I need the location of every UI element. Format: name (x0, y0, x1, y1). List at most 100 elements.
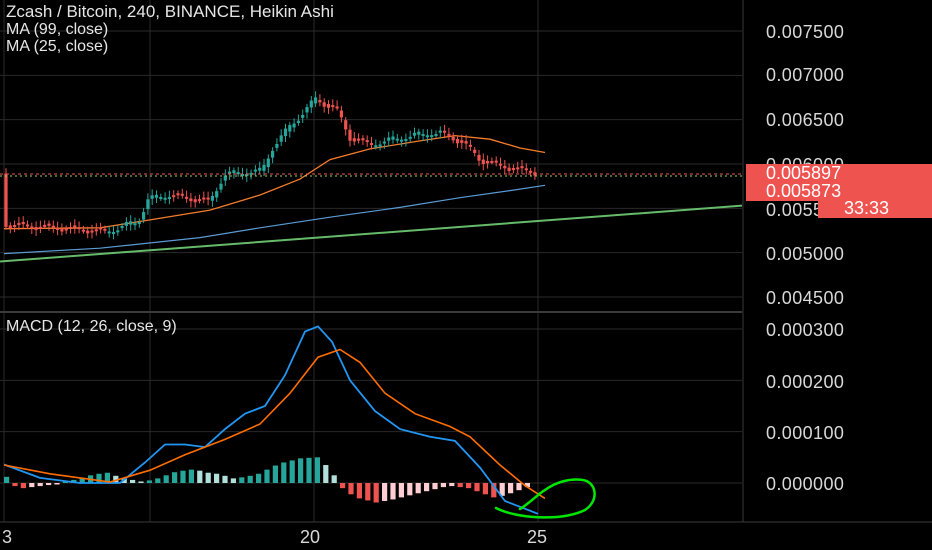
histogram-bar (382, 483, 388, 501)
candle-body (90, 230, 94, 233)
candle-body (215, 191, 219, 198)
candle-body (404, 138, 408, 141)
candle-body (60, 228, 64, 232)
candle-body (408, 136, 412, 139)
macd-tick: 0.000300 (766, 320, 845, 340)
ma99-line (3, 184, 546, 255)
histogram-bar (516, 483, 522, 491)
histogram-bar (104, 472, 110, 483)
candle-body (378, 144, 382, 147)
histogram-bar (499, 483, 505, 496)
candle-body (107, 231, 111, 234)
candle-body (395, 138, 399, 141)
candle-body (494, 160, 498, 163)
candle-body (150, 195, 154, 199)
candle-body (206, 197, 210, 200)
candle-body (245, 173, 249, 177)
candle-body (262, 164, 266, 171)
trendline-line (0, 204, 743, 263)
price-tick: 0.006500 (766, 110, 845, 130)
trendline[interactable] (0, 204, 743, 263)
candle-body (305, 107, 309, 113)
candle-body (464, 141, 468, 144)
histogram-bar (146, 480, 152, 483)
candle-body (331, 105, 335, 108)
candle-body (296, 120, 300, 123)
candle-body (228, 171, 232, 174)
legend-ma25[interactable]: MA (25, close) (6, 38, 109, 55)
legend-macd[interactable]: MACD (12, 26, close, 9) (6, 318, 177, 335)
macd-line (3, 325, 539, 515)
candle-body (159, 197, 163, 200)
candle-body (124, 222, 128, 226)
histogram-bar (407, 483, 413, 496)
histogram-bar (239, 477, 245, 483)
candle-body (163, 197, 167, 200)
candle-body (111, 232, 116, 235)
candle-body (167, 196, 171, 199)
histogram-bar (432, 483, 438, 490)
histogram-bar (491, 483, 497, 498)
candle-body (344, 120, 348, 130)
histogram-bar (222, 475, 228, 483)
histogram-bar (79, 477, 85, 483)
candle-body (387, 137, 391, 141)
macd-tick: 0.000200 (766, 372, 845, 392)
candle-body (412, 132, 417, 136)
histogram-bar (138, 481, 144, 483)
candle-body (21, 222, 25, 225)
legend-ma99[interactable]: MA (99, close) (6, 21, 109, 38)
candle-body (189, 198, 193, 202)
ma-price-tag: 0.005873 (746, 182, 932, 201)
macd-histogram (4, 457, 530, 503)
time-label: 20 (300, 527, 321, 547)
histogram-bar (113, 475, 119, 483)
candle-body (425, 135, 429, 138)
candle-body (481, 159, 485, 165)
histogram-bar (256, 473, 262, 483)
candle-body (468, 144, 472, 147)
candle-body (81, 229, 85, 232)
candle-body (421, 133, 425, 136)
candle-body (369, 143, 374, 146)
candle-body (275, 143, 279, 148)
candle-body (455, 138, 460, 144)
candle-body (129, 221, 133, 225)
candle-body (524, 168, 528, 171)
candle-body (103, 228, 107, 231)
histogram-bar (155, 478, 161, 483)
histogram-bar (197, 470, 203, 483)
histogram-bar (12, 483, 18, 487)
candle-body (94, 229, 98, 232)
candle-body (477, 154, 481, 161)
candle-body (348, 129, 352, 141)
candle-body (56, 227, 60, 230)
candle-body (180, 193, 184, 196)
candle-body (154, 194, 159, 198)
candle-body (43, 224, 47, 227)
last-price-tag: 0.005897 (746, 164, 932, 183)
candle-body (322, 102, 326, 107)
candle-body (283, 128, 288, 137)
histogram-bar (457, 483, 463, 488)
candle-body (142, 212, 146, 220)
candle-body (47, 223, 51, 226)
histogram-bar (180, 470, 186, 483)
candle-body (146, 199, 150, 210)
candle-body (318, 100, 322, 103)
price-lines (0, 173, 742, 177)
candle-body (197, 199, 202, 202)
candle-body (4, 173, 8, 227)
candle-body (271, 150, 275, 158)
candle-body (185, 196, 189, 199)
candle-body (210, 195, 214, 201)
candle-body (279, 135, 283, 142)
candle-body (51, 225, 55, 228)
candle-body (253, 169, 257, 172)
candle-body (34, 227, 38, 230)
candle-body (137, 222, 141, 225)
annotation-stroke (494, 478, 596, 519)
candle-body (38, 226, 42, 229)
candle-body (176, 193, 180, 196)
